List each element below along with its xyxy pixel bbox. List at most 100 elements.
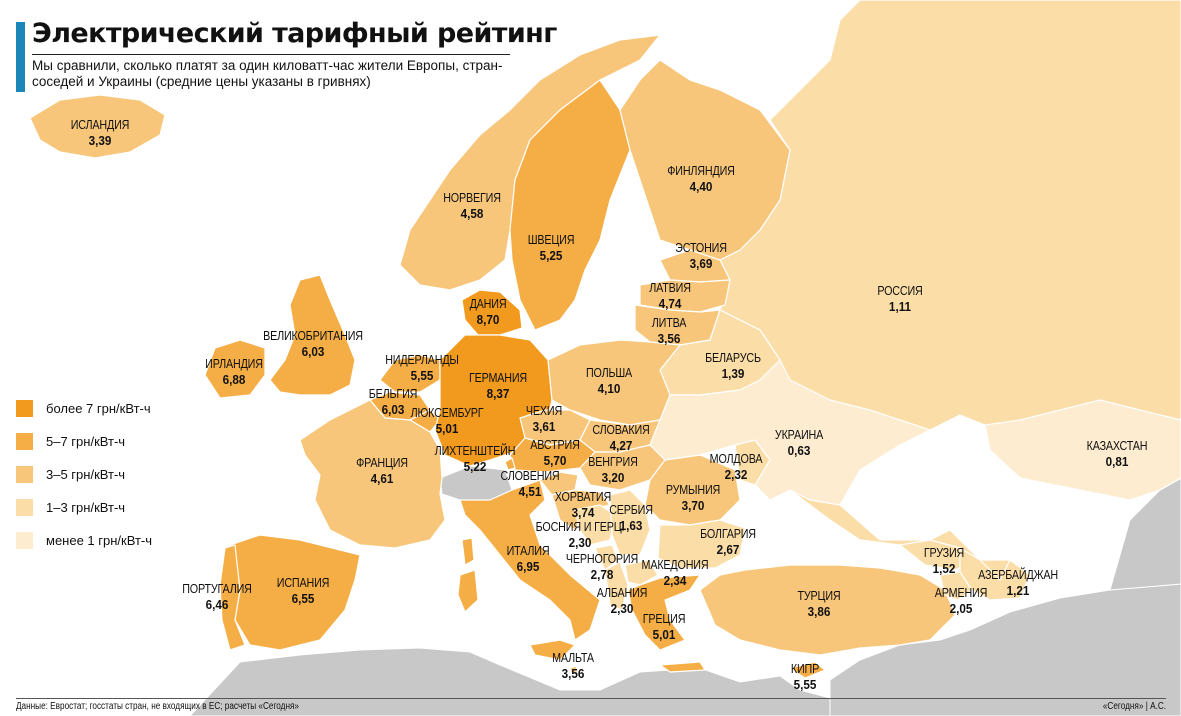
country-name: АЗЕРБАЙДЖАН xyxy=(978,568,1058,582)
legend-label: более 7 грн/кВт-ч xyxy=(46,401,151,416)
country-name: МАЛЬТА xyxy=(552,651,594,665)
country-price: 3,61 xyxy=(532,419,556,434)
footer-source: Данные: Евростат; госстаты стран, не вхо… xyxy=(16,701,299,712)
country-name: ЛИТВА xyxy=(651,316,687,330)
country-label: УКРАИНА 0,63 xyxy=(771,428,827,458)
country-name: РОССИЯ xyxy=(877,284,923,298)
country-label: МОЛДОВА 2,32 xyxy=(705,452,766,482)
liechtenstein-shape xyxy=(504,457,516,471)
country-name: ЛАТВИЯ xyxy=(649,281,691,295)
country-label: ФИНЛЯНДИЯ 4,40 xyxy=(662,164,740,194)
france-shape xyxy=(299,399,446,549)
country-label: ВЕНГРИЯ 3,20 xyxy=(584,455,641,485)
country-name: КИПР xyxy=(790,662,820,676)
country-name: ЛЮКСЕМБУРГ xyxy=(410,406,484,420)
azerbaijan-shape xyxy=(959,547,1031,601)
country-name: ГРУЗИЯ xyxy=(923,546,965,560)
country-price: 2,30 xyxy=(568,535,592,550)
country-price: 5,01 xyxy=(435,421,459,436)
country-name: ДАНИЯ xyxy=(469,297,507,311)
country-label: ПОРТУГАЛИЯ 6,46 xyxy=(177,582,258,612)
country-label: ПОЛЬША 4,10 xyxy=(582,366,636,396)
country-name: БОЛГАРИЯ xyxy=(700,527,756,541)
country-label: СЛОВАКИЯ 4,27 xyxy=(588,423,655,453)
country-label: АЛБАНИЯ 2,30 xyxy=(593,586,652,616)
country-label: АРМЕНИЯ 2,05 xyxy=(931,586,992,616)
country-price: 2,05 xyxy=(949,601,973,616)
country-label: ИРЛАНДИЯ 6,88 xyxy=(200,357,267,387)
country-name: ЧЕХИЯ xyxy=(525,404,563,418)
country-price: 2,78 xyxy=(590,567,614,582)
greece-shape xyxy=(627,574,701,651)
country-name: БЕЛАРУСЬ xyxy=(705,351,761,365)
country-price: 4,40 xyxy=(689,179,713,194)
country-name: АЛБАНИЯ xyxy=(596,586,648,600)
country-label: ВЕЛИКОБРИТАНИЯ 6,03 xyxy=(255,329,371,359)
country-price: 3,70 xyxy=(681,498,705,513)
legend-swatch xyxy=(16,532,33,549)
country-price: 1,52 xyxy=(932,561,956,576)
country-price: 3,69 xyxy=(689,256,713,271)
country-price: 2,32 xyxy=(724,467,748,482)
country-label: ИТАЛИЯ 6,95 xyxy=(503,544,553,574)
country-name: ЛИХТЕНШТЕЙН xyxy=(434,444,516,458)
country-price: 2,34 xyxy=(663,573,687,588)
country-label: ХОРВАТИЯ 3,74 xyxy=(550,490,615,520)
bulgaria-shape xyxy=(657,519,746,569)
uk-shape xyxy=(269,274,356,396)
country-price: 3,86 xyxy=(807,604,831,619)
country-label: ЛАТВИЯ 4,74 xyxy=(646,281,694,311)
country-label: ЛИХТЕНШТЕЙН 5,22 xyxy=(428,444,522,474)
country-price: 4,27 xyxy=(609,438,633,453)
denmark-shape xyxy=(461,289,523,336)
country-name: УКРАИНА xyxy=(774,428,824,442)
country-name: БОСНИЯ И ГЕРЦ. xyxy=(535,520,625,534)
country-label: БЕЛАРУСЬ 1,39 xyxy=(701,351,766,381)
page-title: Электрический тарифный рейтинг xyxy=(32,18,557,49)
country-name: СЛОВЕНИЯ xyxy=(500,469,560,483)
country-name: АРМЕНИЯ xyxy=(934,586,988,600)
country-price: 8,70 xyxy=(476,312,500,327)
country-price: 5,25 xyxy=(539,248,563,263)
country-name: ПОРТУГАЛИЯ xyxy=(182,582,252,596)
country-name: ГРЕЦИЯ xyxy=(642,612,686,626)
country-price: 0,63 xyxy=(787,443,811,458)
country-name: ИСЛАНДИЯ xyxy=(70,118,130,132)
country-label: ЛЮКСЕМБУРГ 5,01 xyxy=(405,406,490,436)
country-label: РОССИЯ 1,11 xyxy=(874,284,927,314)
country-price: 5,70 xyxy=(543,453,567,468)
crete-shape xyxy=(659,661,706,673)
country-price: 1,11 xyxy=(888,299,912,314)
country-name: ИСПАНИЯ xyxy=(276,576,330,590)
country-label: СЕРБИЯ 1,63 xyxy=(606,503,657,533)
country-name: ЧЕРНОГОРИЯ xyxy=(565,552,639,566)
country-price: 8,37 xyxy=(486,386,510,401)
iceland-shape xyxy=(29,94,166,159)
country-label: НОРВЕГИЯ 4,58 xyxy=(439,191,506,221)
country-price: 5,55 xyxy=(410,368,434,383)
country-label: ЛИТВА 3,56 xyxy=(649,316,689,346)
country-price: 4,10 xyxy=(597,381,621,396)
slovenia-shape xyxy=(539,471,579,496)
non-compared-land xyxy=(189,465,1181,716)
country-name: ВЕЛИКОБРИТАНИЯ xyxy=(263,329,363,343)
country-label: ИСПАНИЯ 6,55 xyxy=(273,576,334,606)
serbia-shape xyxy=(609,489,651,556)
country-label: ГРЕЦИЯ 5,01 xyxy=(639,612,689,642)
country-label: ЧЕРНОГОРИЯ 2,78 xyxy=(560,552,644,582)
macedonia-shape xyxy=(624,559,659,586)
turkey-shape xyxy=(699,564,956,656)
country-label: ШВЕЦИЯ 5,25 xyxy=(524,233,578,263)
country-price: 6,88 xyxy=(222,372,246,387)
country-name: ГЕРМАНИЯ xyxy=(468,371,528,385)
country-name: ФИНЛЯНДИЯ xyxy=(667,164,735,178)
country-label: БОСНИЯ И ГЕРЦ. 2,30 xyxy=(528,520,631,550)
country-label: ФРАНЦИЯ 4,61 xyxy=(352,456,412,486)
sardinia-shape xyxy=(457,569,479,613)
country-name: БЕЛЬГИЯ xyxy=(368,387,418,401)
country-label: БОЛГАРИЯ 2,67 xyxy=(696,527,761,557)
albania-shape xyxy=(604,561,629,611)
country-price: 6,46 xyxy=(205,597,229,612)
country-price: 1,21 xyxy=(1006,583,1030,598)
country-price: 3,74 xyxy=(571,505,595,520)
